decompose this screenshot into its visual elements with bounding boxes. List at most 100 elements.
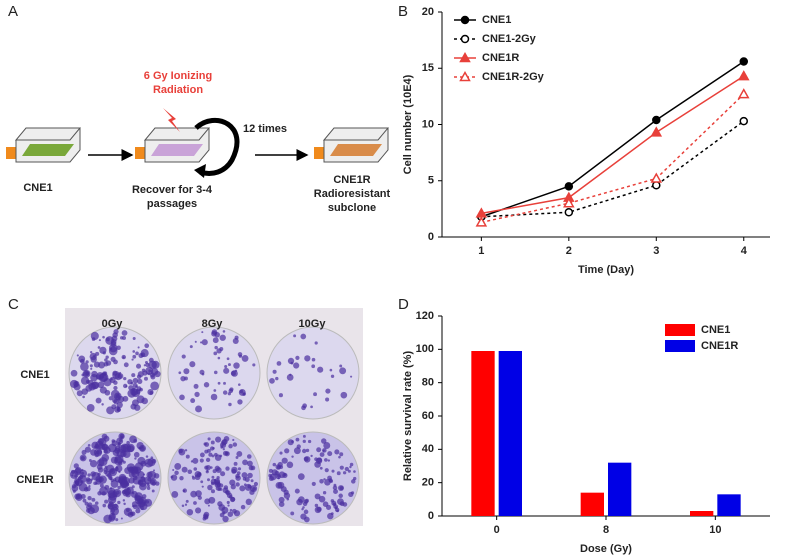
colony (189, 345, 193, 349)
colony (117, 500, 121, 505)
panel-label: B (398, 3, 408, 20)
colony (113, 503, 118, 508)
colony (174, 470, 179, 476)
colony (154, 370, 161, 378)
colony (275, 376, 279, 381)
colony (122, 460, 126, 464)
colony (193, 501, 197, 505)
colony (331, 469, 335, 473)
colony (174, 462, 182, 470)
colony (143, 364, 146, 367)
bar (717, 494, 741, 516)
diagram-label: CNE1R (333, 174, 370, 186)
colony (339, 465, 344, 470)
colony (324, 458, 328, 462)
colony (236, 471, 241, 475)
legend-swatch (665, 324, 695, 336)
colony (336, 471, 341, 476)
colony (81, 471, 85, 475)
colony (225, 451, 229, 456)
colony (90, 471, 96, 477)
colony (351, 479, 356, 484)
colony (113, 359, 118, 365)
colony (98, 361, 106, 369)
colony (87, 473, 91, 477)
flask (314, 127, 390, 163)
colony (286, 461, 294, 469)
marker (737, 88, 750, 99)
colony (71, 484, 77, 489)
colony (134, 457, 137, 460)
colony (232, 508, 237, 514)
colony (138, 444, 147, 452)
colony (99, 346, 107, 354)
y-tick-label: 15 (422, 62, 434, 74)
colony (322, 491, 327, 495)
cycle-arrow (194, 117, 240, 176)
colony (229, 508, 233, 512)
colony (217, 356, 221, 360)
colony (197, 495, 202, 500)
colony (235, 473, 240, 479)
colony (279, 451, 283, 455)
colony (131, 505, 135, 508)
colony (179, 394, 185, 401)
colony (95, 397, 102, 404)
colony (113, 478, 117, 482)
colony (78, 482, 88, 492)
colony (213, 351, 218, 356)
colony (107, 487, 116, 496)
colony (302, 501, 308, 507)
colony (146, 486, 151, 490)
colony (108, 396, 113, 401)
colony (253, 481, 259, 487)
colony (225, 466, 230, 471)
colony (241, 355, 249, 362)
colony (115, 518, 119, 522)
marker (475, 216, 488, 227)
colony (219, 454, 223, 458)
colony (181, 504, 185, 508)
colony (214, 332, 220, 338)
colony (75, 494, 83, 502)
colony (215, 436, 222, 443)
colony (286, 373, 294, 381)
colony (85, 360, 89, 364)
colony (144, 343, 150, 349)
marker (739, 57, 749, 66)
colony (213, 370, 218, 375)
colony (128, 385, 134, 391)
diagram-label: 6 Gy Ionizing (144, 70, 212, 82)
colony (232, 442, 238, 447)
colony (111, 440, 118, 447)
flask (135, 127, 211, 163)
colony (132, 475, 138, 481)
colony (97, 346, 101, 349)
colony (242, 392, 246, 396)
colony (185, 454, 190, 459)
colony (291, 440, 294, 443)
colony (193, 383, 199, 389)
colony (180, 375, 186, 382)
colony (215, 485, 221, 491)
colony (132, 377, 139, 384)
colony (90, 367, 93, 370)
colony (103, 467, 108, 472)
colony (278, 393, 283, 398)
bar (608, 462, 632, 516)
colony (153, 473, 160, 479)
diagram-label: Recover for 3-4 (132, 184, 213, 196)
colony (98, 475, 107, 484)
colony (213, 389, 217, 392)
colony (307, 439, 312, 444)
colony (223, 367, 230, 374)
diagram-label: Radioresistant (314, 188, 391, 200)
colony (195, 507, 202, 514)
lightning (163, 108, 180, 132)
colony (207, 478, 210, 482)
colony (137, 378, 143, 384)
colony (213, 478, 216, 481)
colony (325, 388, 331, 394)
colony (125, 508, 130, 513)
colony (224, 364, 228, 369)
